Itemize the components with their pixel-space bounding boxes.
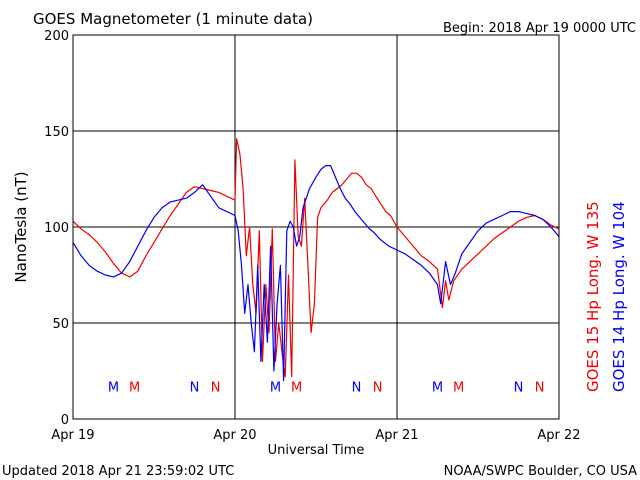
series-line-goes15: [72, 138, 560, 378]
annotation-marker: N: [373, 380, 383, 395]
chart-title: GOES Magnetometer (1 minute data): [33, 10, 313, 28]
annotation-marker: N: [535, 380, 545, 395]
y-tick-label: 200: [44, 29, 69, 44]
updated-timestamp: Updated 2018 Apr 21 23:59:02 UTC: [2, 464, 234, 479]
series-lines: [72, 138, 560, 382]
legend-goes14: GOES 14 Hp Long. W 104: [610, 201, 628, 392]
x-tick-label: Apr 21: [375, 428, 418, 443]
x-tick-label: Apr 20: [213, 428, 256, 443]
annotation-marker: M: [270, 380, 281, 395]
annotation-marker: M: [453, 380, 464, 395]
annotation-marker: N: [211, 380, 221, 395]
x-axis-label: Universal Time: [268, 443, 365, 458]
y-tick-label: 0: [61, 413, 69, 428]
grid-lines: [73, 35, 559, 419]
x-tick-label: Apr 22: [537, 428, 580, 443]
begin-timestamp: Begin: 2018 Apr 19 0000 UTC: [443, 21, 636, 36]
series-line-goes14: [72, 165, 560, 382]
y-axis-label: NanoTesla (nT): [12, 171, 30, 282]
y-tick-label: 100: [44, 221, 69, 236]
annotation-marker: M: [432, 380, 443, 395]
y-tick-label: 50: [52, 317, 69, 332]
annotation-marker: M: [129, 380, 140, 395]
x-tick-labels: Apr 19 Apr 20 Apr 21 Apr 22: [51, 428, 580, 443]
annotation-marker: M: [291, 380, 302, 395]
x-tick-label: Apr 19: [51, 428, 94, 443]
annotation-marker: N: [190, 380, 200, 395]
annotation-marker: N: [514, 380, 524, 395]
y-tick-labels: 0 50 100 150 200: [44, 29, 69, 428]
plot-frame: [72, 34, 560, 420]
annotation-marker: N: [352, 380, 362, 395]
y-tick-label: 150: [44, 125, 69, 140]
legend-goes15: GOES 15 Hp Long. W 135: [584, 201, 602, 392]
credit-text: NOAA/SWPC Boulder, CO USA: [444, 464, 637, 479]
annotation-marker: M: [108, 380, 119, 395]
